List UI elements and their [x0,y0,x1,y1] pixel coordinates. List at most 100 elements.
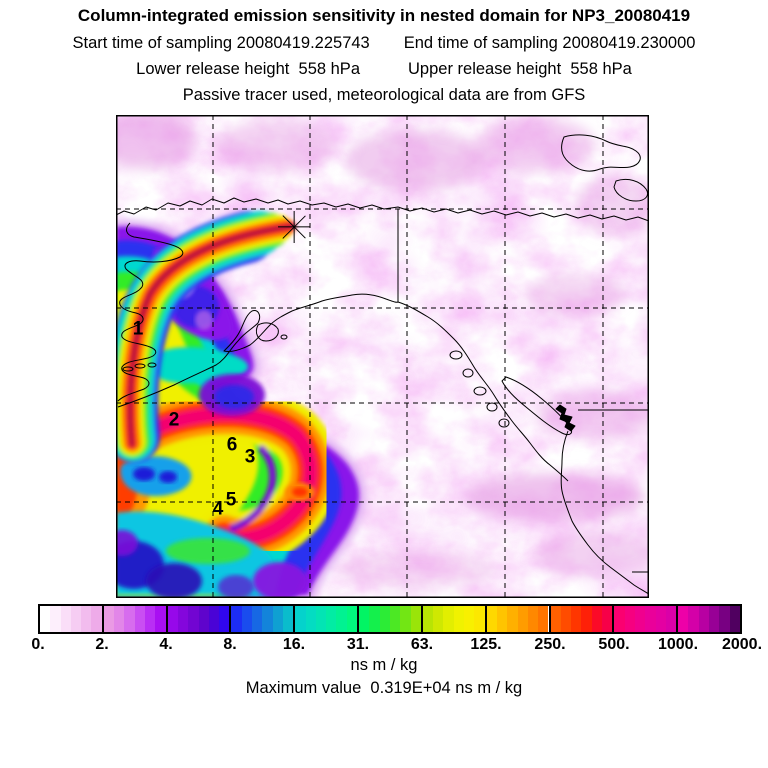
colorbar-cell [422,606,434,632]
colorbar-cell [624,606,635,632]
colorbar-cell [527,606,539,632]
colorbar-cell [252,606,263,632]
colorbar-segment [548,606,613,632]
colorbar-segment [484,606,549,632]
colorbar-cell [359,606,370,632]
colorbar-units-label: ns m / kg [350,656,418,674]
colorbar-tick-label: 500. [598,636,630,653]
colorbar-cell [50,606,61,632]
colorbar-cell [305,606,316,632]
lower-height-label: Lower release height 558 hPa [136,60,360,78]
colorbar-cell [591,606,602,632]
colorbar-cell [453,606,465,632]
coastlines [116,134,649,595]
colorbar-segment [229,606,294,632]
colorbar-cell [709,606,720,632]
colorbar-cell [282,606,294,632]
colorbar-cell [581,606,592,632]
colorbar-cell [188,606,199,632]
colorbar-segment [420,606,485,632]
colorbar-cell [538,606,549,632]
colorbar-cell [719,606,730,632]
colorbar-cell [241,606,253,632]
colorbar-cell [91,606,102,632]
colorbar [38,604,742,634]
colorbar-cell [464,606,475,632]
colorbar-cell [60,606,71,632]
colorbar-cell [198,606,209,632]
colorbar-cell [634,606,646,632]
colorbar-cell [571,606,582,632]
colorbar-cell [433,606,444,632]
sampling-times-line: Start time of sampling 20080419.225743 E… [0,33,768,53]
colorbar-tick-label: 16. [282,636,306,653]
colorbar-segment [165,606,230,632]
colorbar-cell [145,606,156,632]
colorbar-tick-label: 31. [346,636,370,653]
colorbar-cell [665,606,677,632]
colorbar-cell [560,606,572,632]
colorbar-tick-label: 8. [223,636,237,653]
start-time-label: Start time of sampling 20080419.225743 [72,34,370,52]
colorbar-ticks: 0. 2. 4. 8. 16. 31. 63. 125. 250. 500. 1000. 2000. [0,636,768,656]
colorbar-cell [272,606,283,632]
colorbar-tick-label: 1000. [657,636,699,653]
colorbar-cell [389,606,401,632]
colorbar-cell [614,606,625,632]
colorbar-segment [40,606,102,632]
end-time-label: End time of sampling 20080419.230000 [403,34,696,52]
colorbar-cell [167,606,178,632]
colorbar-tick-label: 2. [95,636,109,653]
colorbar-cell [410,606,421,632]
colorbar-cell [400,606,411,632]
plume [116,211,366,598]
colorbar-tick-label: 63. [410,636,434,653]
colorbar-cell [517,606,528,632]
background-sensitivity-mottle [116,115,649,598]
colorbar-tick-label: 2000. [721,636,763,653]
tracer-note-line: Passive tracer used, meteorological data… [182,86,586,104]
colorbar-cell [295,606,306,632]
colorbar-cell [40,606,51,632]
colorbar-cell [601,606,613,632]
colorbar-cell [177,606,189,632]
colorbar-segment [676,606,740,632]
colorbar-cell [134,606,145,632]
colorbar-cell [645,606,656,632]
colorbar-cell [262,606,273,632]
colorbar-cell [114,606,125,632]
hook-bands [122,386,339,567]
colorbar-tick-label: 125. [470,636,502,653]
release-heights-line: Lower release height 558 hPa Upper relea… [0,59,768,79]
colorbar-tick-label: 4. [159,636,173,653]
colorbar-segment [612,606,677,632]
colorbar-cell [219,606,230,632]
max-value-label: Maximum value 0.319E+04 ns m / kg [245,679,523,697]
colorbar-cell [486,606,497,632]
colorbar-segment [293,606,358,632]
map-svg [116,115,649,598]
colorbar-cell [698,606,710,632]
colorbar-cell [443,606,454,632]
colorbar-cell [336,606,347,632]
gridlines [116,115,649,598]
colorbar-cell [655,606,666,632]
colorbar-cell [315,606,327,632]
colorbar-cell [124,606,135,632]
colorbar-cell [474,606,485,632]
colorbar-cell [231,606,242,632]
colorbar-cell [81,606,92,632]
tail-bands [116,211,297,463]
colorbar-cell [496,606,508,632]
colorbar-tick-label: 250. [534,636,566,653]
colorbar-cell [379,606,390,632]
colorbar-cell [103,606,115,632]
upper-height-label: Upper release height 558 hPa [408,60,632,78]
colorbar-cell [678,606,689,632]
map-frame [116,115,649,598]
colorbar-cell [155,606,166,632]
colorbar-cell [326,606,337,632]
colorbar-segment [357,606,421,632]
